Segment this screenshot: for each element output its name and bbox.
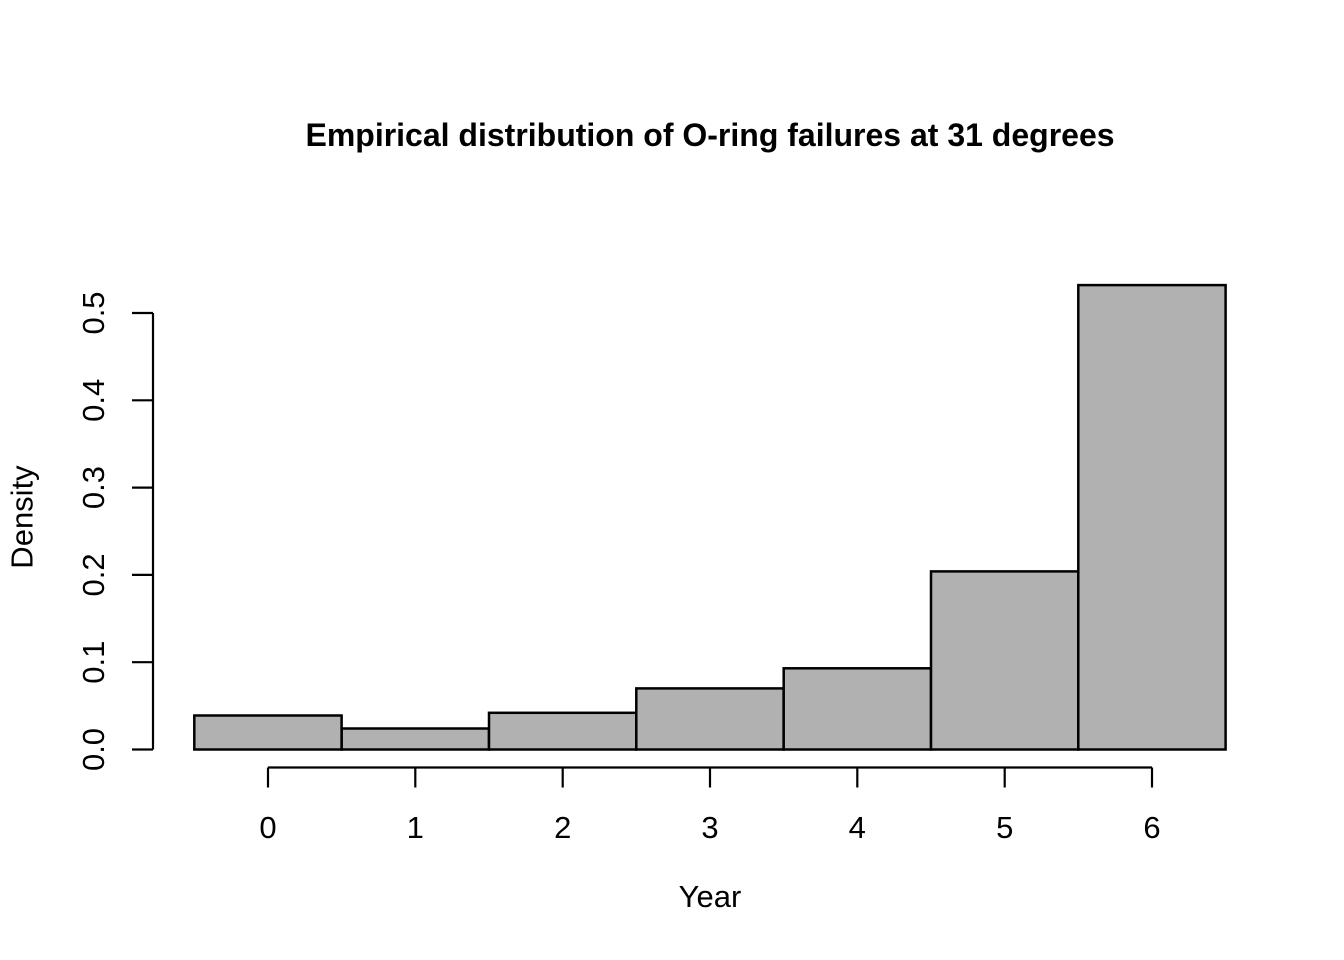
- y-axis: 0.0 0.1 0.2 0.3 0.4 0.5: [76, 291, 155, 771]
- y-tick-label: 0.5: [76, 291, 111, 334]
- histogram-bar-6: [1077, 283, 1227, 751]
- x-tick-label: 0: [259, 810, 276, 845]
- y-tick-label: 0.4: [76, 379, 111, 422]
- y-tick-label: 0.2: [76, 553, 111, 596]
- x-tick-label: 1: [407, 810, 424, 845]
- x-tick-label: 4: [849, 810, 866, 845]
- histogram-bar-1: [340, 727, 491, 751]
- y-tick-label: 0.3: [76, 466, 111, 509]
- y-tick-label: 0.0: [76, 728, 111, 771]
- chart-title: Empirical distribution of O-ring failure…: [305, 117, 1115, 153]
- x-tick-label: 5: [996, 810, 1013, 845]
- histogram-bar-3: [635, 687, 785, 751]
- x-tick-label: 6: [1143, 810, 1160, 845]
- x-axis-title: Year: [678, 879, 742, 914]
- x-tick-label: 3: [701, 810, 718, 845]
- x-axis: 0 1 2 3 4 5 6: [259, 766, 1161, 845]
- histogram-bar-2: [487, 711, 638, 751]
- histogram-bars: [193, 283, 1227, 751]
- histogram-bar-0: [193, 714, 343, 751]
- histogram-bar-4: [782, 667, 933, 751]
- x-tick-label: 2: [554, 810, 571, 845]
- y-tick-label: 0.1: [76, 641, 111, 684]
- histogram-bar-5: [929, 570, 1080, 751]
